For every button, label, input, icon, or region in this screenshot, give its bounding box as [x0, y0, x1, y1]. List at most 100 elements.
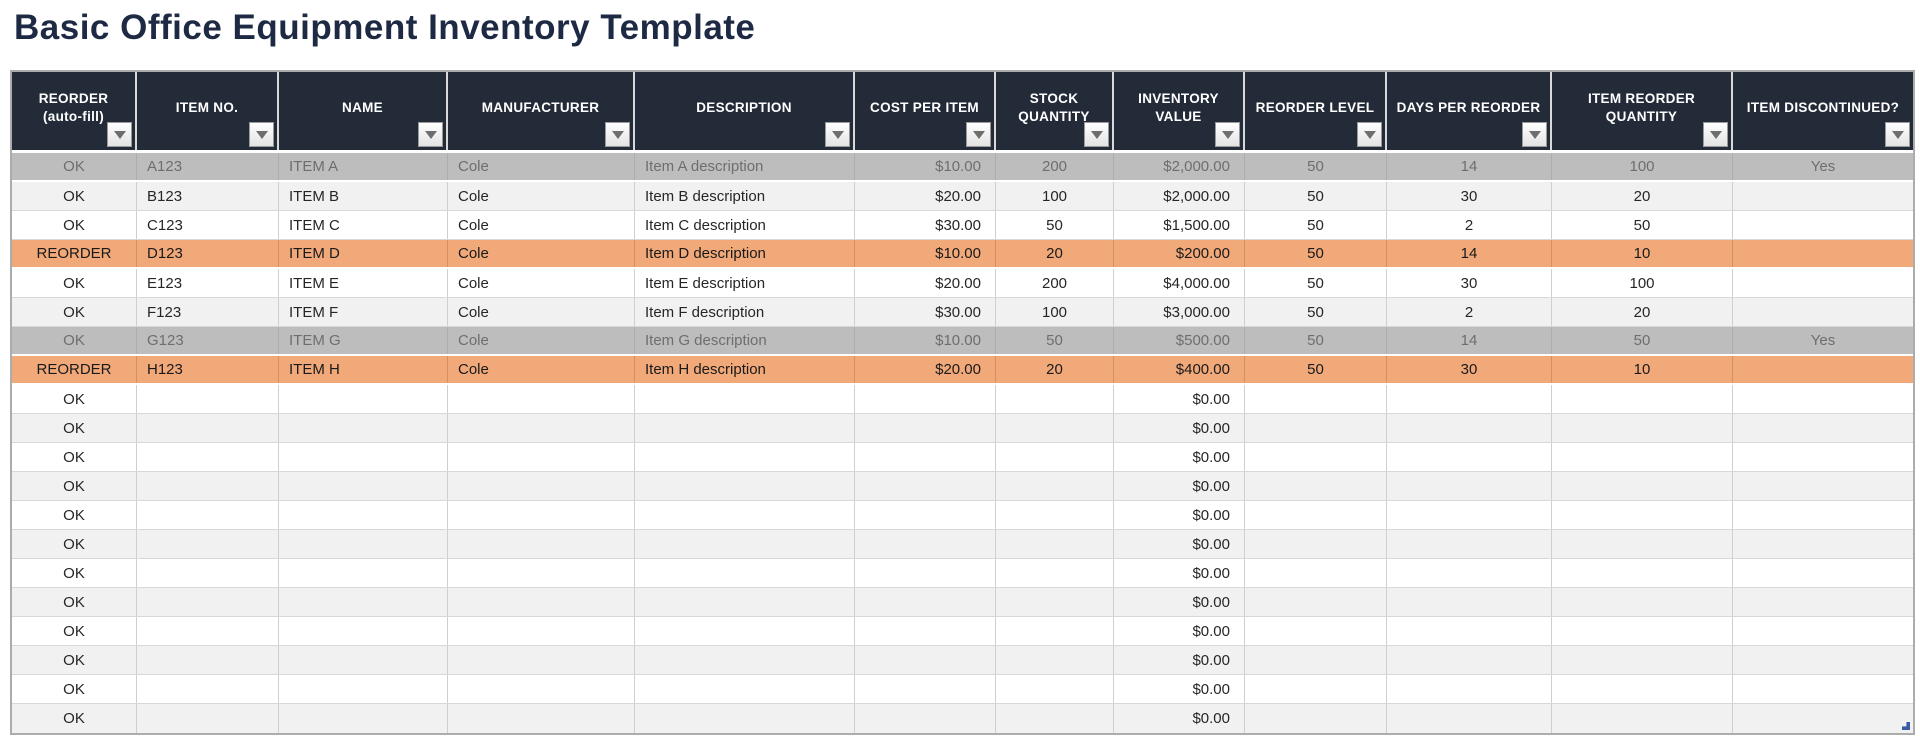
cell-days-per-reorder[interactable]	[1387, 704, 1552, 733]
cell-inventory-value[interactable]: $3,000.00	[1114, 298, 1245, 326]
cell-item-reorder-quantity[interactable]: 20	[1552, 298, 1733, 326]
cell-item-discontinued[interactable]	[1733, 385, 1913, 413]
cell-reorder[interactable]: OK	[12, 472, 137, 500]
cell-item-reorder-quantity[interactable]: 100	[1552, 269, 1733, 297]
cell-item-discontinued[interactable]	[1733, 588, 1913, 616]
cell-days-per-reorder[interactable]	[1387, 530, 1552, 558]
cell-cost-per-item[interactable]	[855, 559, 996, 587]
cell-cost-per-item[interactable]	[855, 385, 996, 413]
cell-cost-per-item[interactable]	[855, 530, 996, 558]
cell-reorder-level[interactable]: 50	[1245, 298, 1387, 326]
cell-stock-quantity[interactable]	[996, 617, 1114, 645]
cell-description[interactable]	[635, 675, 855, 703]
cell-inventory-value[interactable]: $200.00	[1114, 240, 1245, 267]
cell-name[interactable]	[279, 414, 448, 442]
cell-inventory-value[interactable]: $0.00	[1114, 472, 1245, 500]
cell-item-no[interactable]	[137, 704, 279, 733]
cell-reorder-level[interactable]	[1245, 385, 1387, 413]
cell-item-discontinued[interactable]	[1733, 211, 1913, 239]
cell-item-discontinued[interactable]	[1733, 646, 1913, 674]
cell-item-reorder-quantity[interactable]	[1552, 530, 1733, 558]
cell-stock-quantity[interactable]: 200	[996, 269, 1114, 297]
cell-cost-per-item[interactable]	[855, 472, 996, 500]
filter-dropdown-item-discontinued[interactable]	[1885, 122, 1910, 147]
cell-inventory-value[interactable]: $400.00	[1114, 356, 1245, 383]
cell-name[interactable]: ITEM B	[279, 182, 448, 210]
cell-reorder-level[interactable]: 50	[1245, 153, 1387, 180]
cell-days-per-reorder[interactable]	[1387, 588, 1552, 616]
filter-dropdown-manufacturer[interactable]	[605, 122, 630, 147]
cell-inventory-value[interactable]: $0.00	[1114, 385, 1245, 413]
cell-inventory-value[interactable]: $0.00	[1114, 443, 1245, 471]
cell-item-discontinued[interactable]	[1733, 617, 1913, 645]
filter-dropdown-item-no[interactable]	[249, 122, 274, 147]
cell-days-per-reorder[interactable]: 14	[1387, 327, 1552, 354]
cell-days-per-reorder[interactable]: 14	[1387, 240, 1552, 267]
cell-manufacturer[interactable]	[448, 617, 635, 645]
cell-name[interactable]	[279, 559, 448, 587]
cell-description[interactable]	[635, 646, 855, 674]
cell-item-discontinued[interactable]	[1733, 675, 1913, 703]
cell-reorder[interactable]: OK	[12, 530, 137, 558]
cell-reorder[interactable]: OK	[12, 298, 137, 326]
cell-item-no[interactable]	[137, 443, 279, 471]
cell-manufacturer[interactable]	[448, 385, 635, 413]
cell-item-no[interactable]: A123	[137, 153, 279, 180]
cell-stock-quantity[interactable]: 20	[996, 356, 1114, 383]
cell-item-discontinued[interactable]	[1733, 356, 1913, 383]
cell-inventory-value[interactable]: $1,500.00	[1114, 211, 1245, 239]
cell-reorder-level[interactable]: 50	[1245, 240, 1387, 267]
cell-reorder[interactable]: OK	[12, 617, 137, 645]
cell-reorder-level[interactable]: 50	[1245, 182, 1387, 210]
cell-item-reorder-quantity[interactable]	[1552, 588, 1733, 616]
cell-cost-per-item[interactable]	[855, 704, 996, 733]
cell-inventory-value[interactable]: $4,000.00	[1114, 269, 1245, 297]
cell-inventory-value[interactable]: $2,000.00	[1114, 153, 1245, 180]
cell-description[interactable]: Item H description	[635, 356, 855, 383]
cell-item-discontinued[interactable]	[1733, 298, 1913, 326]
cell-cost-per-item[interactable]	[855, 588, 996, 616]
cell-description[interactable]	[635, 617, 855, 645]
cell-name[interactable]	[279, 385, 448, 413]
cell-stock-quantity[interactable]	[996, 414, 1114, 442]
cell-reorder-level[interactable]	[1245, 414, 1387, 442]
cell-item-no[interactable]: E123	[137, 269, 279, 297]
cell-reorder[interactable]: OK	[12, 385, 137, 413]
cell-manufacturer[interactable]	[448, 530, 635, 558]
cell-reorder[interactable]: OK	[12, 559, 137, 587]
cell-reorder-level[interactable]	[1245, 472, 1387, 500]
cell-item-discontinued[interactable]	[1733, 182, 1913, 210]
cell-name[interactable]: ITEM E	[279, 269, 448, 297]
cell-description[interactable]: Item G description	[635, 327, 855, 354]
cell-manufacturer[interactable]	[448, 501, 635, 529]
cell-stock-quantity[interactable]	[996, 646, 1114, 674]
cell-inventory-value[interactable]: $0.00	[1114, 530, 1245, 558]
cell-reorder[interactable]: OK	[12, 153, 137, 180]
cell-item-discontinued[interactable]: Yes	[1810, 158, 1836, 175]
cell-days-per-reorder[interactable]	[1387, 646, 1552, 674]
cell-description[interactable]	[635, 385, 855, 413]
cell-cost-per-item[interactable]: $20.00	[855, 269, 996, 297]
cell-stock-quantity[interactable]	[996, 443, 1114, 471]
cell-item-no[interactable]	[137, 559, 279, 587]
cell-cost-per-item[interactable]: $10.00	[855, 327, 996, 354]
cell-cost-per-item[interactable]	[855, 675, 996, 703]
cell-cost-per-item[interactable]: $30.00	[855, 298, 996, 326]
cell-inventory-value[interactable]: $0.00	[1114, 617, 1245, 645]
cell-item-discontinued[interactable]	[1733, 443, 1913, 471]
cell-description[interactable]	[635, 472, 855, 500]
cell-stock-quantity[interactable]: 100	[996, 182, 1114, 210]
cell-item-reorder-quantity[interactable]	[1552, 385, 1733, 413]
cell-item-no[interactable]	[137, 530, 279, 558]
cell-reorder-level[interactable]	[1245, 588, 1387, 616]
cell-manufacturer[interactable]	[448, 559, 635, 587]
cell-reorder[interactable]: OK	[12, 327, 137, 354]
cell-inventory-value[interactable]: $500.00	[1114, 327, 1245, 354]
cell-name[interactable]	[279, 646, 448, 674]
cell-description[interactable]	[635, 501, 855, 529]
cell-name[interactable]: ITEM A	[279, 153, 448, 180]
cell-item-no[interactable]: G123	[137, 327, 279, 354]
cell-item-discontinued[interactable]	[1733, 269, 1913, 297]
cell-days-per-reorder[interactable]	[1387, 472, 1552, 500]
cell-name[interactable]	[279, 704, 448, 733]
